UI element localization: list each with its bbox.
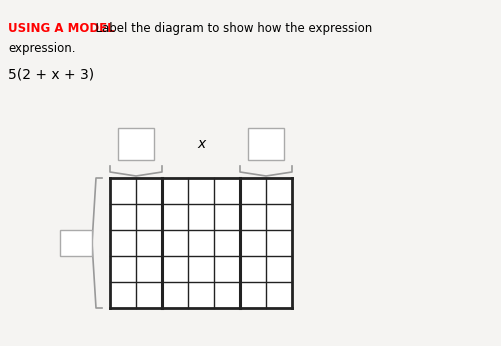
FancyBboxPatch shape [118,128,154,160]
Text: Label the diagram to show how the expression: Label the diagram to show how the expres… [88,22,372,35]
Text: USING A MODEL: USING A MODEL [8,22,114,35]
Bar [110,178,292,308]
Text: 5(2 + x + 3): 5(2 + x + 3) [8,68,94,82]
Text: expression.: expression. [8,42,75,55]
FancyBboxPatch shape [60,230,92,256]
FancyBboxPatch shape [247,128,284,160]
Text: x: x [196,137,205,151]
